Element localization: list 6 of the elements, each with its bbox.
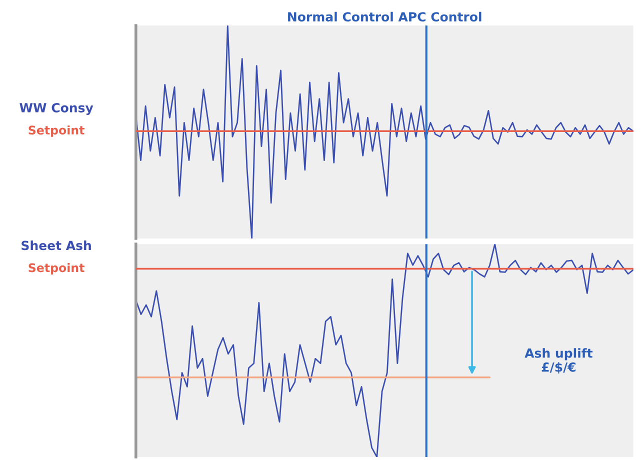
chart-title: Normal Control APC Control xyxy=(288,12,482,22)
ref-line-label: Setpoint xyxy=(28,263,84,274)
text: WW Consy xyxy=(20,103,94,115)
text: Sheet Ash xyxy=(22,240,91,250)
ref-line-label: Setpoint xyxy=(28,125,84,137)
annotation: Ash uplift £/$/€ xyxy=(524,348,593,374)
